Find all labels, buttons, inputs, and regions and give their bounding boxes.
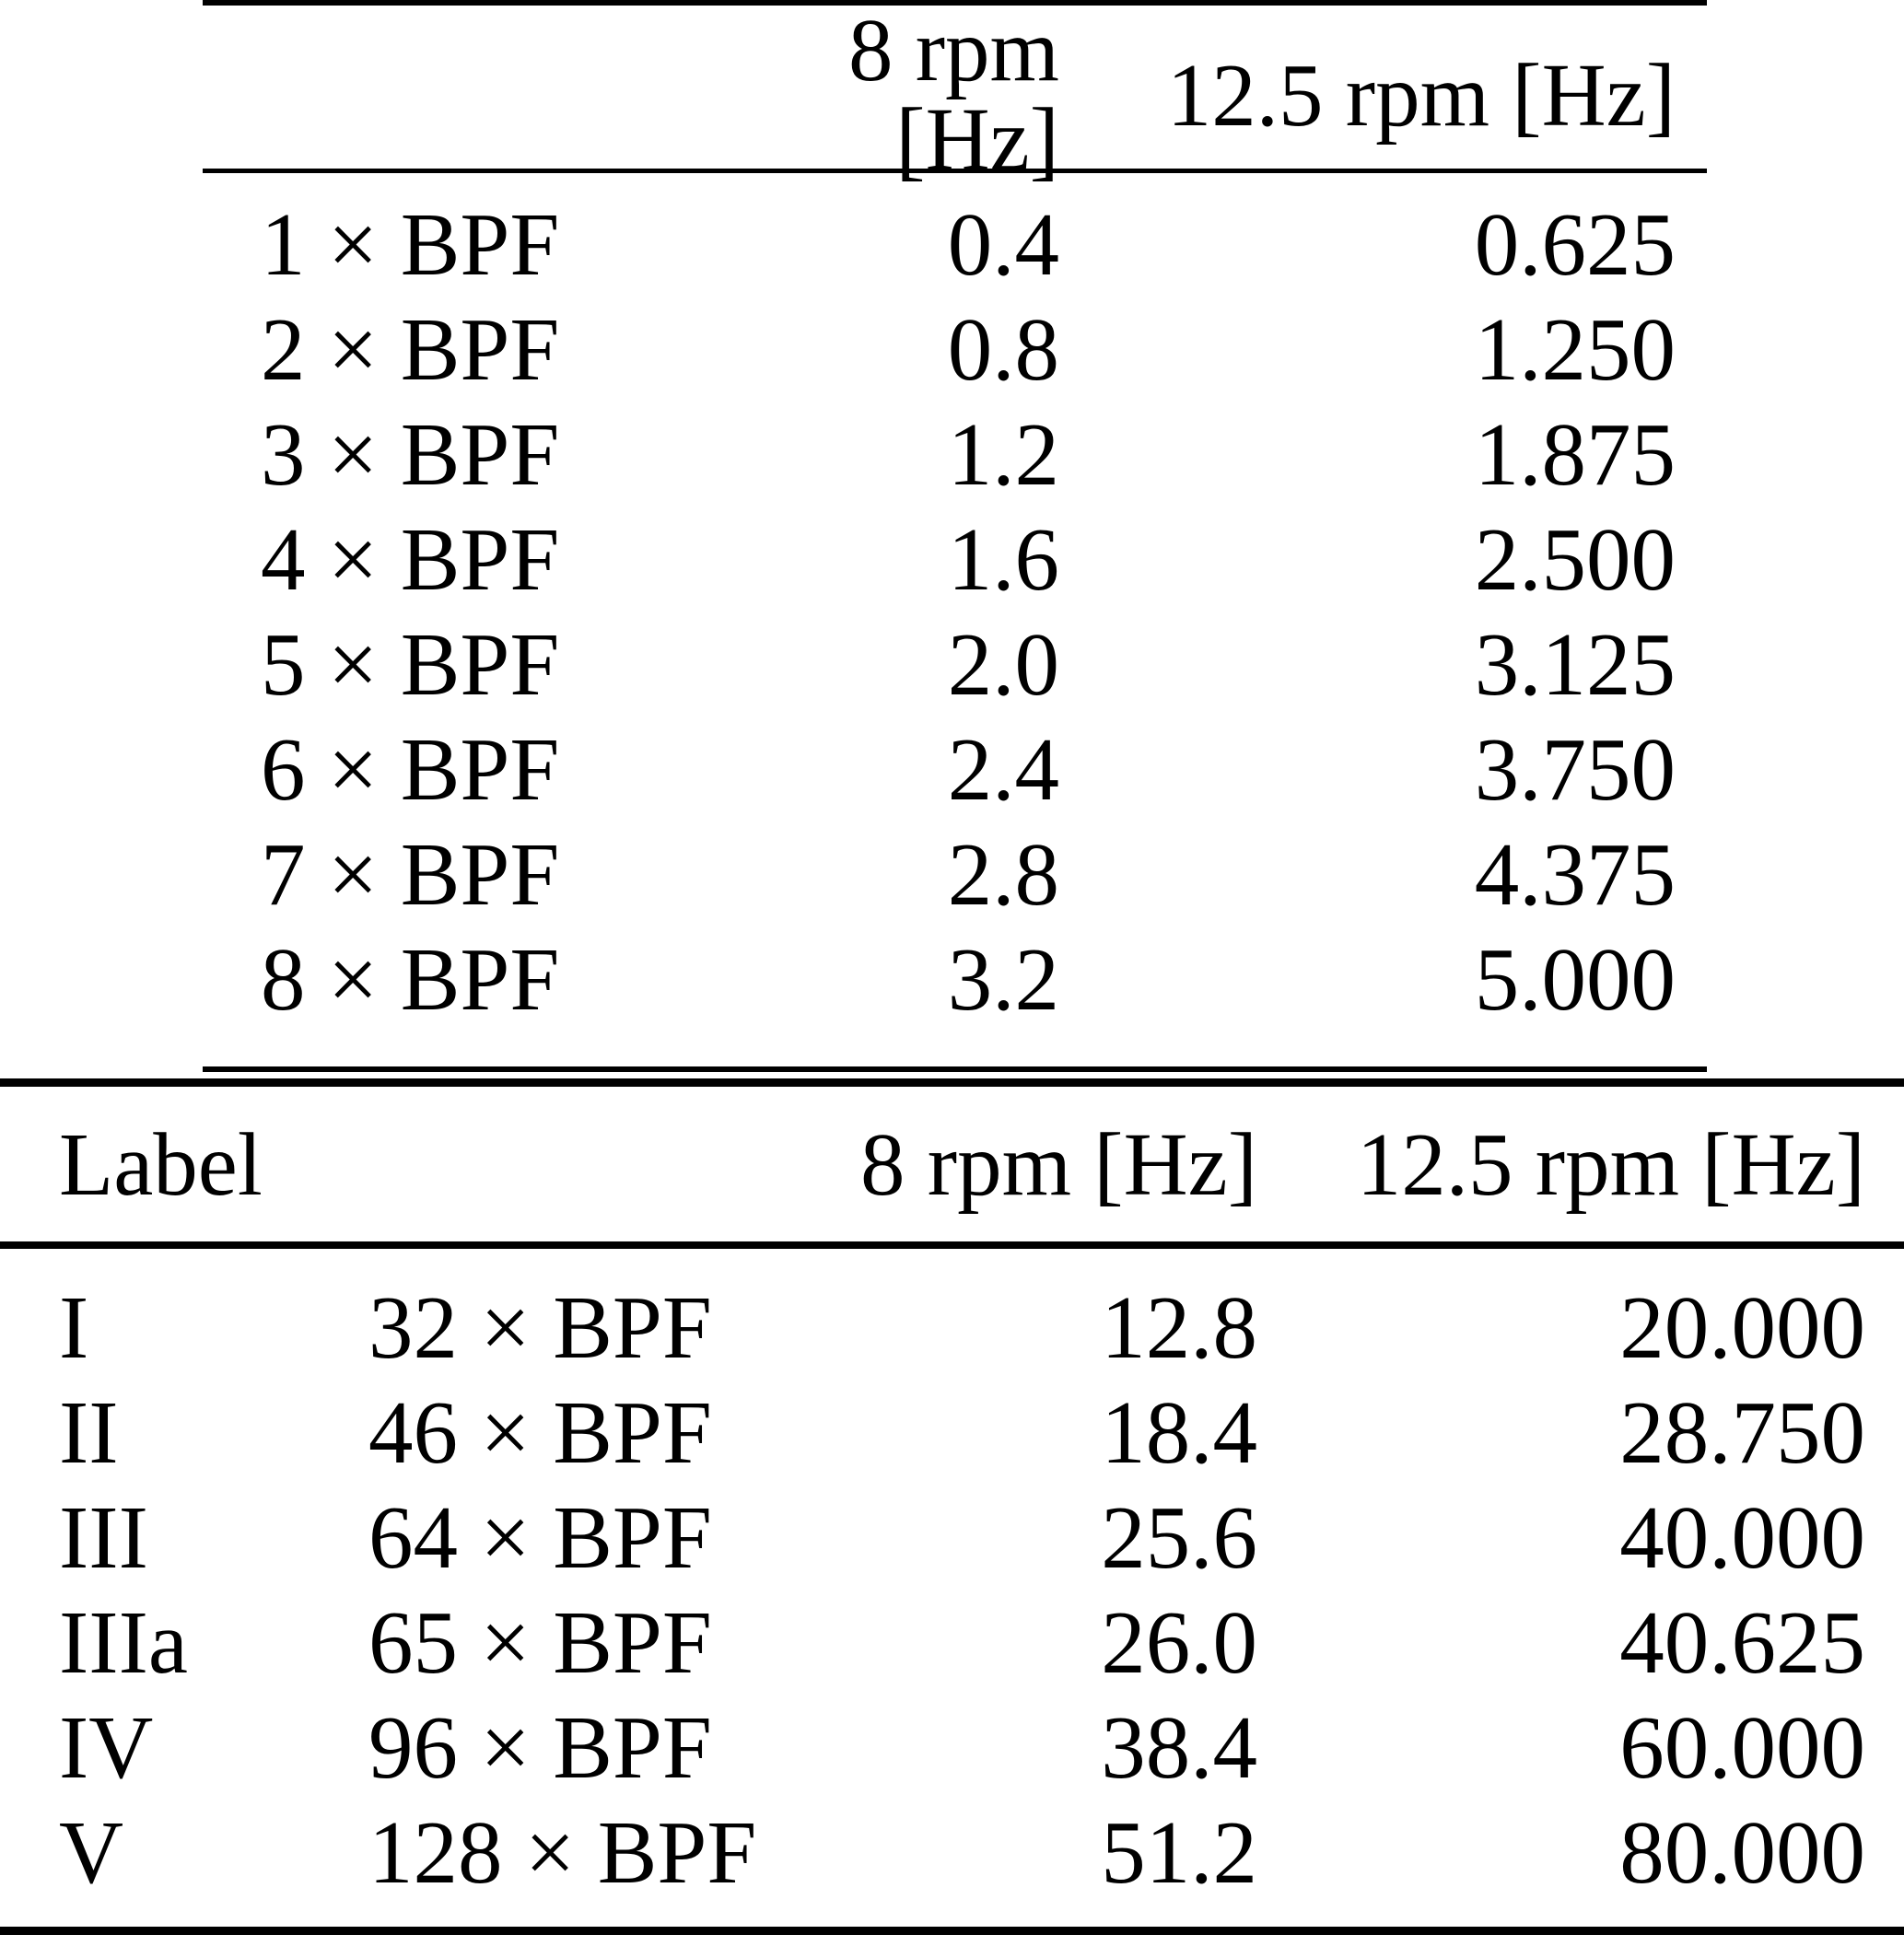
labeled-bpf-peaks-table: Label 8 rpm [Hz] 12.5 rpm [Hz] I 32 × BP…	[0, 1078, 1904, 1935]
label-cell: III	[59, 1487, 148, 1587]
table1-body: 1 × BPF 0.4 0.625 2 × BPF 0.8 1.250 3 × …	[203, 173, 1707, 1066]
harmonic-cell: 64 × BPF	[368, 1487, 712, 1587]
rpm125-cell: 80.000	[1619, 1802, 1865, 1902]
rpm125-cell: 0.625	[1474, 194, 1676, 294]
table-row: V 128 × BPF 51.2 80.000	[0, 1800, 1904, 1905]
rpm125-cell: 40.625	[1619, 1592, 1865, 1692]
rpm8-cell: 0.8	[947, 299, 1059, 399]
harmonic-cell: 128 × BPF	[368, 1802, 757, 1902]
table2-header-label: Label	[59, 1114, 263, 1214]
rpm125-cell: 60.000	[1619, 1697, 1865, 1797]
rpm125-cell: 4.375	[1474, 824, 1676, 924]
table2-body: I 32 × BPF 12.8 20.000 II 46 × BPF 18.4 …	[0, 1249, 1904, 1927]
rpm8-cell: 3.2	[947, 929, 1059, 1029]
table2-top-rule	[0, 1078, 1904, 1087]
table1-header-12p5rpm: 12.5 rpm [Hz]	[1166, 45, 1676, 145]
harmonic-cell: 46 × BPF	[368, 1382, 712, 1482]
label-cell: IIIa	[59, 1592, 188, 1692]
table-row: II 46 × BPF 18.4 28.750	[0, 1380, 1904, 1485]
harmonic-cell: 3 × BPF	[261, 404, 560, 504]
rpm8-cell: 2.8	[947, 824, 1059, 924]
label-cell: II	[59, 1382, 119, 1482]
rpm125-cell: 40.000	[1619, 1487, 1865, 1587]
table-row: IIIa 65 × BPF 26.0 40.625	[0, 1590, 1904, 1695]
table-row: 6 × BPF 2.4 3.750	[203, 717, 1707, 822]
table-row: I 32 × BPF 12.8 20.000	[0, 1275, 1904, 1380]
table2-header-8rpm: 8 rpm [Hz]	[860, 1114, 1257, 1214]
table-row: IV 96 × BPF 38.4 60.000	[0, 1695, 1904, 1800]
table-row: 7 × BPF 2.8 4.375	[203, 822, 1707, 926]
table1-header-8rpm: 8 rpm [Hz]	[847, 1, 1059, 189]
rpm8-cell: 18.4	[1101, 1382, 1257, 1482]
harmonic-cell: 8 × BPF	[261, 929, 560, 1029]
rpm125-cell: 2.500	[1474, 509, 1676, 609]
table1-header-row: 8 rpm [Hz] 12.5 rpm [Hz]	[203, 6, 1707, 184]
harmonic-cell: 32 × BPF	[368, 1277, 712, 1377]
rpm8-cell: 1.6	[947, 509, 1059, 609]
harmonic-cell: 6 × BPF	[261, 719, 560, 819]
table-row: 4 × BPF 1.6 2.500	[203, 507, 1707, 612]
harmonic-cell: 5 × BPF	[261, 614, 560, 714]
table-row: 8 × BPF 3.2 5.000	[203, 926, 1707, 1031]
rpm8-cell: 2.0	[947, 614, 1059, 714]
table-row: 5 × BPF 2.0 3.125	[203, 612, 1707, 717]
table-row: 1 × BPF 0.4 0.625	[203, 192, 1707, 297]
label-cell: V	[59, 1802, 124, 1902]
harmonic-cell: 65 × BPF	[368, 1592, 712, 1692]
table2-mid-rule	[0, 1241, 1904, 1249]
rpm125-cell: 1.875	[1474, 404, 1676, 504]
label-cell: I	[59, 1277, 89, 1377]
table-row: 3 × BPF 1.2 1.875	[203, 402, 1707, 507]
rpm125-cell: 5.000	[1474, 929, 1676, 1029]
bpf-harmonics-table: 8 rpm [Hz] 12.5 rpm [Hz] 1 × BPF 0.4 0.6…	[203, 0, 1707, 1072]
label-cell: IV	[59, 1697, 154, 1797]
table1-mid-rule	[203, 169, 1707, 173]
harmonic-cell: 4 × BPF	[261, 509, 560, 609]
table2-header-row: Label 8 rpm [Hz] 12.5 rpm [Hz]	[0, 1087, 1904, 1241]
table1-top-rule	[203, 0, 1707, 6]
table1-bottom-rule	[203, 1066, 1707, 1072]
harmonic-cell: 7 × BPF	[261, 824, 560, 924]
harmonic-cell: 2 × BPF	[261, 299, 560, 399]
rpm8-cell: 2.4	[947, 719, 1059, 819]
rpm125-cell: 3.750	[1474, 719, 1676, 819]
rpm125-cell: 1.250	[1474, 299, 1676, 399]
rpm8-cell: 26.0	[1101, 1592, 1257, 1692]
rpm125-cell: 20.000	[1619, 1277, 1865, 1377]
rpm125-cell: 3.125	[1474, 614, 1676, 714]
rpm8-cell: 0.4	[947, 194, 1059, 294]
rpm8-cell: 25.6	[1101, 1487, 1257, 1587]
rpm8-cell: 38.4	[1101, 1697, 1257, 1797]
rpm125-cell: 28.750	[1619, 1382, 1865, 1482]
table-row: 2 × BPF 0.8 1.250	[203, 297, 1707, 402]
harmonic-cell: 96 × BPF	[368, 1697, 712, 1797]
rpm8-cell: 51.2	[1101, 1802, 1257, 1902]
harmonic-cell: 1 × BPF	[261, 194, 560, 294]
table2-bottom-rule	[0, 1927, 1904, 1935]
table-row: III 64 × BPF 25.6 40.000	[0, 1485, 1904, 1590]
table2-header-12p5rpm: 12.5 rpm [Hz]	[1356, 1114, 1865, 1214]
rpm8-cell: 1.2	[947, 404, 1059, 504]
rpm8-cell: 12.8	[1101, 1277, 1257, 1377]
